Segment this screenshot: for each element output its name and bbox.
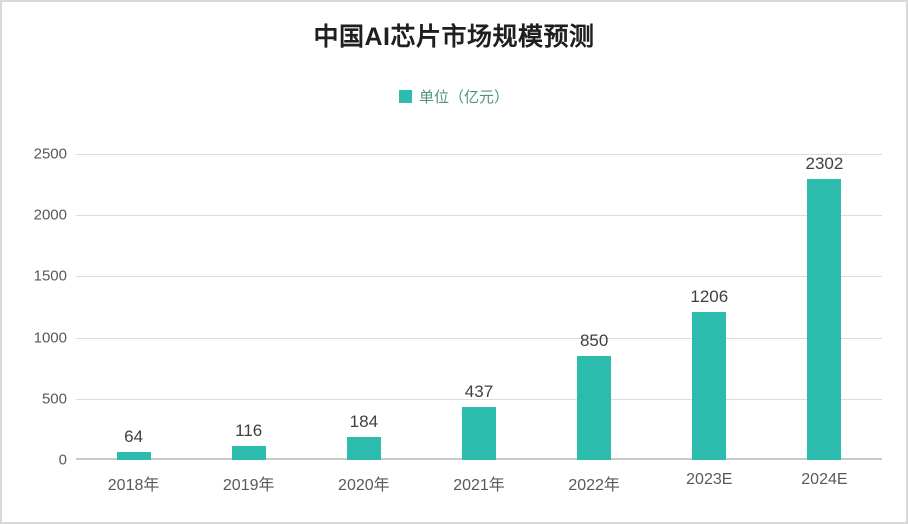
bar-group: 2302: [767, 154, 882, 460]
bar: [231, 445, 266, 460]
y-tick-label: 2000: [33, 206, 67, 224]
bar-value-label: 184: [349, 412, 379, 432]
y-tick-label: 0: [58, 451, 67, 469]
bar: [461, 406, 496, 460]
bar-value-label: 437: [464, 381, 494, 401]
y-axis-labels: 0 500 1000 1500 2000 2500: [2, 146, 67, 469]
x-axis-label: 2021年: [453, 477, 505, 494]
x-axis-label: 2018年: [107, 477, 160, 494]
bar: [692, 312, 727, 460]
legend-marker-icon: [398, 90, 412, 103]
bar-value-label: 64: [124, 427, 144, 447]
y-tick-label: 1500: [33, 267, 67, 285]
bars-layer: 64 116 184 437 850 1206 2302: [76, 154, 882, 460]
legend-label: 单位（亿元）: [418, 89, 509, 106]
bar-value-label: 116: [235, 420, 263, 440]
gridline: [76, 154, 882, 155]
bar-group: 437: [421, 154, 536, 460]
bar-group: 850: [537, 154, 652, 460]
bar-value-label: 1206: [690, 287, 729, 307]
x-axis-labels: 2018年 2019年 2020年 2021年 2022年 2023E 2024E: [76, 471, 882, 495]
bar-value-label: 850: [579, 330, 609, 350]
x-axis-label: 2023E: [686, 471, 733, 488]
gridline: [76, 215, 882, 216]
bar-group: 64: [76, 154, 191, 460]
gridline: [76, 276, 882, 277]
bar-group: 116: [191, 154, 306, 460]
bar-chart-plot-area: 64 116 184 437 850 1206 2302: [76, 154, 882, 460]
y-tick-label: 500: [41, 390, 67, 408]
y-tick-label: 2500: [33, 145, 67, 163]
chart-title: 中国AI芯片市场规模预测: [313, 23, 595, 51]
x-axis-label: 2019年: [222, 477, 275, 494]
bar: [807, 179, 842, 460]
x-axis-label: 2022年: [568, 477, 620, 494]
bar: [116, 452, 151, 460]
bar: [577, 355, 612, 460]
y-tick-label: 1000: [33, 329, 67, 347]
gridline: [76, 338, 882, 339]
bar: [346, 437, 381, 460]
x-axis-label: 2020年: [338, 477, 390, 494]
bar-group: 1206: [652, 154, 767, 460]
bar-group: 184: [306, 154, 421, 460]
x-axis-label: 2024E: [801, 471, 848, 488]
bar-value-label: 2302: [805, 154, 844, 173]
gridline: [76, 399, 882, 400]
legend: 单位（亿元）: [2, 86, 906, 107]
